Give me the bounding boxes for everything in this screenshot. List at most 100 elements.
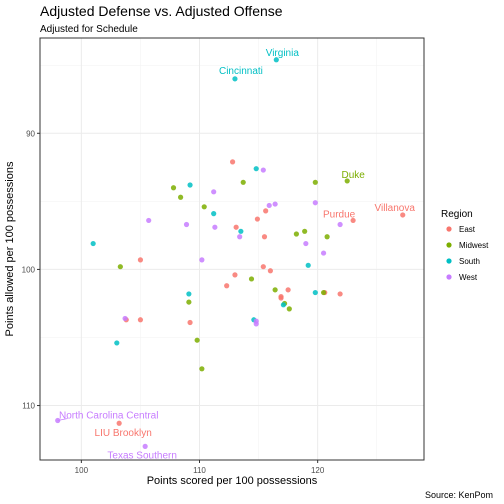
plot-border xyxy=(39,37,425,461)
data-point-east xyxy=(337,291,343,297)
data-point-south xyxy=(238,228,244,234)
data-point-midwest xyxy=(178,194,184,200)
data-point-east xyxy=(137,257,144,263)
data-point-east xyxy=(350,217,356,224)
annotation-label: LIU Brooklyn xyxy=(95,428,152,439)
data-point-south xyxy=(90,240,96,247)
data-point-south xyxy=(211,211,217,217)
data-point-south xyxy=(280,302,286,308)
legend-key-west xyxy=(446,274,452,280)
data-point-east xyxy=(267,268,273,274)
data-point-south xyxy=(114,340,120,346)
data-point-west xyxy=(253,321,259,327)
data-point-midwest xyxy=(194,337,200,343)
data-point-west xyxy=(183,221,190,228)
x-tick-label: 120 xyxy=(311,466,325,475)
data-point-west xyxy=(260,167,266,173)
data-point-midwest xyxy=(324,234,330,240)
data-point-east xyxy=(285,287,291,293)
legend-label-south: South xyxy=(459,257,480,266)
legend-label-east: East xyxy=(459,225,476,234)
annotation-label: Texas Southern xyxy=(107,450,177,461)
annotation-leader xyxy=(57,418,68,421)
annotation-label: Villanova xyxy=(375,203,416,214)
data-point-west xyxy=(312,200,318,206)
y-tick-label: 90 xyxy=(26,129,35,138)
data-point-south xyxy=(273,57,279,63)
data-point-east xyxy=(233,224,239,230)
data-point-midwest xyxy=(117,264,123,270)
legend-key-south xyxy=(446,258,452,264)
data-point-west xyxy=(266,202,272,209)
data-point-east xyxy=(261,234,268,240)
data-point-west xyxy=(142,443,148,449)
legend-key-east xyxy=(446,226,452,232)
chart-subtitle: Adjusted for Schedule xyxy=(40,24,138,35)
data-point-midwest xyxy=(170,185,177,191)
annotation-label: Cincinnati xyxy=(219,66,263,77)
annotation-label: Virginia xyxy=(266,48,300,59)
data-point-south xyxy=(253,166,259,172)
data-point-midwest xyxy=(312,179,318,185)
x-axis-label: Points scored per 100 possessions xyxy=(147,475,318,487)
data-points xyxy=(55,57,406,449)
data-point-south xyxy=(187,182,193,188)
gridlines xyxy=(40,38,424,460)
y-tick-label: 110 xyxy=(22,402,35,411)
data-point-west xyxy=(337,221,343,228)
data-point-east xyxy=(224,283,230,289)
y-tick-label: 100 xyxy=(22,265,36,274)
data-point-west xyxy=(237,234,243,240)
data-point-midwest xyxy=(293,231,299,237)
data-point-midwest xyxy=(199,366,205,372)
legend-label-midwest: Midwest xyxy=(459,241,489,250)
data-point-midwest xyxy=(201,204,207,210)
axes: 100 110 120 90 100 110 xyxy=(22,129,325,475)
data-point-west xyxy=(303,240,309,247)
data-point-east xyxy=(263,208,269,214)
data-point-midwest xyxy=(302,228,308,234)
data-point-midwest xyxy=(344,178,350,184)
annotation-label: Duke xyxy=(342,170,366,181)
data-point-east xyxy=(260,264,266,270)
data-point-east xyxy=(254,216,261,222)
legend-label-west: West xyxy=(459,273,478,282)
plot-panel xyxy=(40,38,424,460)
y-axis-label: Points allowed per 100 possessions xyxy=(4,161,16,336)
data-point-east xyxy=(116,420,122,426)
annotation-label: Purdue xyxy=(323,209,356,220)
data-point-east xyxy=(229,159,236,165)
chart-caption: Source: KenPom xyxy=(425,490,493,500)
data-point-west xyxy=(199,257,205,263)
legend-key-midwest xyxy=(446,242,452,248)
annotation-label: North Carolina Central xyxy=(59,411,159,422)
data-point-midwest xyxy=(240,179,246,185)
data-point-east xyxy=(137,317,144,323)
data-point-east xyxy=(232,272,238,278)
data-point-midwest xyxy=(320,289,327,296)
legend: Region East Midwest South West xyxy=(441,209,489,282)
x-tick-label: 100 xyxy=(75,466,89,475)
data-point-west xyxy=(212,224,218,230)
data-point-east xyxy=(278,295,284,301)
data-point-east xyxy=(187,319,193,326)
data-point-west xyxy=(122,315,128,322)
data-point-midwest xyxy=(286,306,292,312)
x-tick-label: 110 xyxy=(193,466,206,475)
data-point-west xyxy=(320,250,327,256)
legend-title: Region xyxy=(441,209,473,220)
data-point-midwest xyxy=(248,276,255,282)
data-point-west xyxy=(146,217,152,224)
data-point-west xyxy=(211,189,217,195)
data-point-south xyxy=(186,291,192,297)
data-point-midwest xyxy=(186,299,192,305)
data-point-south xyxy=(232,76,238,82)
data-point-midwest xyxy=(272,287,278,293)
data-point-south xyxy=(312,289,318,296)
data-point-south xyxy=(305,262,311,268)
chart-title: Adjusted Defense vs. Adjusted Offense xyxy=(40,3,283,19)
data-point-west xyxy=(272,201,278,207)
data-point-east xyxy=(400,212,406,218)
